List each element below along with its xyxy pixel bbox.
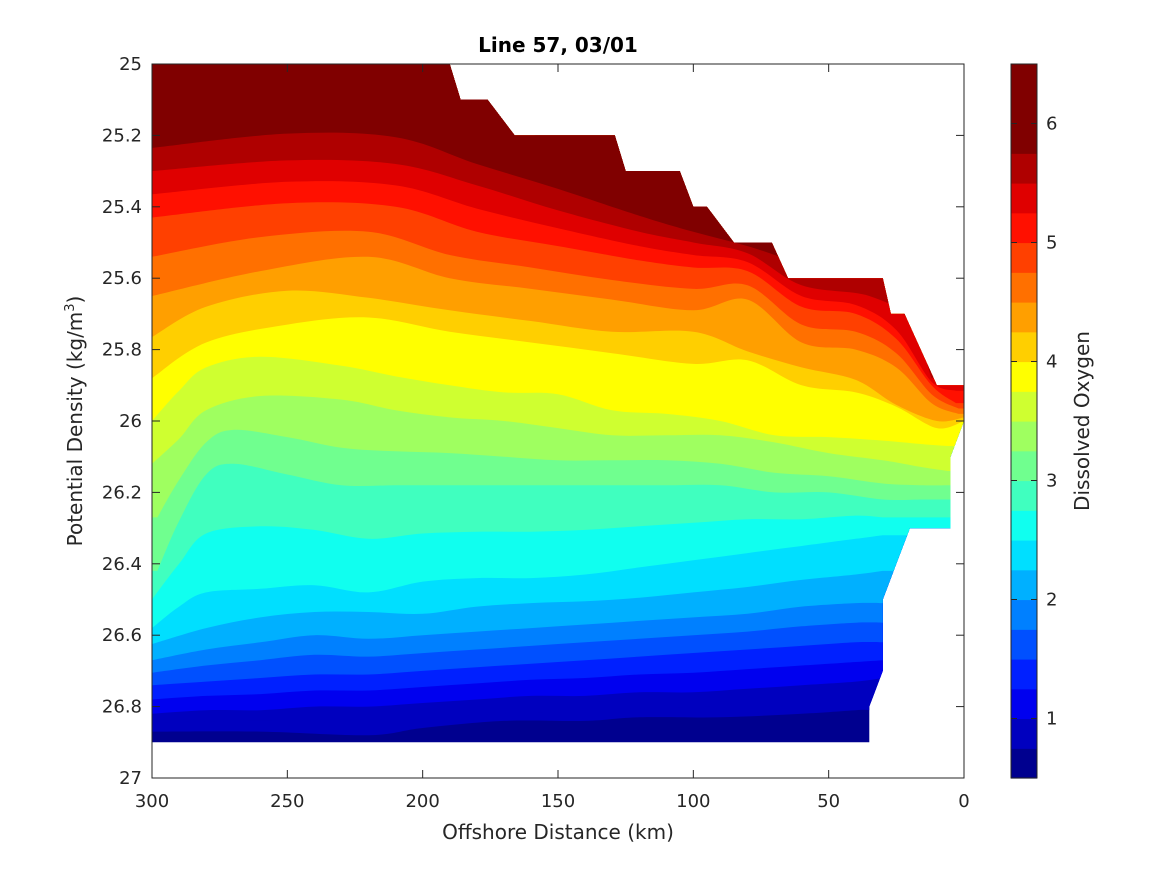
colorbar-step <box>1011 599 1037 630</box>
colorbar-step <box>1011 718 1037 749</box>
colorbar-title: Dissolved Oxygen <box>1070 331 1094 511</box>
y-tick-label: 26 <box>119 411 142 432</box>
colorbar-step <box>1011 331 1037 363</box>
x-tick-label: 250 <box>270 791 304 812</box>
y-tick-label: 26.6 <box>102 625 142 646</box>
y-tick-label: 27 <box>119 768 142 789</box>
colorbar-tick-label: 2 <box>1046 590 1057 611</box>
y-axis-title: Potential Density (kg/m3) <box>63 296 87 547</box>
colorbar-step <box>1011 688 1037 720</box>
x-tick-label: 50 <box>817 791 840 812</box>
y-axis: 25 25.2 25.4 25.6 25.8 26 26.2 26.4 26.6 26.8 27 <box>102 54 964 789</box>
y-tick-label: 26.2 <box>102 482 142 503</box>
colorbar-tick-label: 6 <box>1046 114 1057 135</box>
colorbar-step <box>1011 93 1037 125</box>
y-tick-label: 26.8 <box>102 697 142 718</box>
x-tick-label: 0 <box>958 791 969 812</box>
colorbar-step <box>1011 212 1037 244</box>
colorbar-step <box>1011 510 1037 541</box>
y-tick-label: 26.4 <box>102 554 142 575</box>
x-tick-label: 200 <box>405 791 439 812</box>
colorbar-tick-label: 5 <box>1046 233 1057 254</box>
colorbar-step <box>1011 391 1037 422</box>
colorbar-tick-label: 1 <box>1046 709 1057 730</box>
colorbar-step <box>1011 242 1037 273</box>
colorbar-steps <box>1011 64 1037 779</box>
y-tick-label: 25.2 <box>102 125 142 146</box>
y-axis-title-main: Potential Density (kg/m <box>63 312 87 547</box>
colorbar-tick-label: 3 <box>1046 471 1057 492</box>
colorbar-border <box>1010 63 1038 779</box>
colorbar-tick-label: 4 <box>1046 352 1057 373</box>
colorbar-step <box>1011 153 1037 184</box>
x-axis: 300 250 200 150 100 50 0 <box>135 64 970 812</box>
colorbar-step <box>1011 421 1037 452</box>
y-tick-label: 25 <box>119 54 142 75</box>
chart-title: Line 57, 03/01 <box>478 33 638 57</box>
y-axis-title-superscript: 3 <box>63 303 78 311</box>
y-axis-title-close: ) <box>63 296 87 304</box>
colorbar-step <box>1011 480 1037 511</box>
x-tick-label: 100 <box>676 791 710 812</box>
colorbar-step <box>1011 569 1037 601</box>
colorbar-step <box>1011 450 1037 482</box>
y-tick-label: 25.6 <box>102 268 142 289</box>
colorbar-step <box>1011 272 1037 303</box>
colorbar-step <box>1011 629 1037 660</box>
colorbar: 1 2 3 4 5 6 <box>1010 63 1057 779</box>
colorbar-step <box>1011 540 1037 571</box>
colorbar-step <box>1011 659 1037 690</box>
x-axis-title: Offshore Distance (km) <box>442 820 674 844</box>
colorbar-step <box>1011 64 1037 95</box>
plot-area <box>151 63 965 779</box>
y-tick-label: 25.8 <box>102 340 142 361</box>
colorbar-step <box>1011 748 1037 779</box>
colorbar-step <box>1011 123 1037 154</box>
colorbar-step <box>1011 302 1037 333</box>
x-tick-label: 150 <box>541 791 575 812</box>
colorbar-step <box>1011 183 1037 214</box>
colorbar-step <box>1011 361 1037 392</box>
y-tick-label: 25.4 <box>102 197 142 218</box>
colorbar-ticks: 1 2 3 4 5 6 <box>1011 114 1057 730</box>
x-tick-label: 300 <box>135 791 169 812</box>
